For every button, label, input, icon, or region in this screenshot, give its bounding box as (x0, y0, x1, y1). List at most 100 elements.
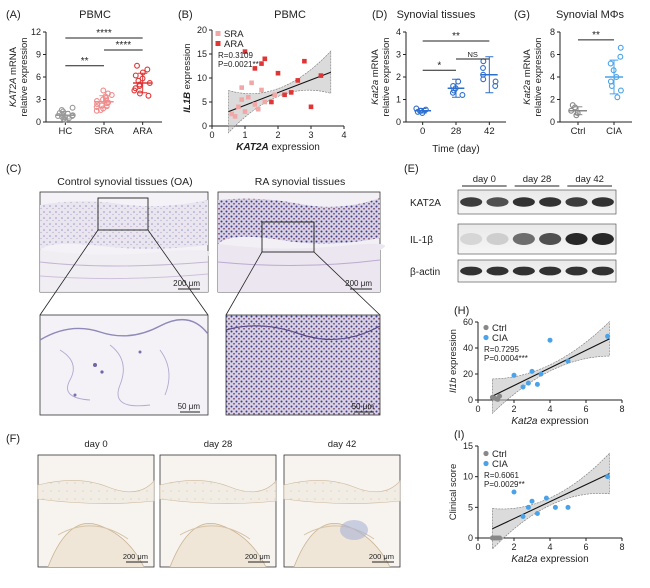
legend-label: Ctrl (492, 449, 507, 460)
y-tick-label: 6 (36, 72, 41, 82)
data-point (422, 106, 429, 113)
data-point (295, 78, 301, 83)
x-tick-label: HC (58, 126, 72, 137)
y-axis-label: Kat2a mRNA (522, 49, 533, 105)
stats-annotation: P=0.0004*** (484, 354, 528, 363)
x-tick-label: 42 (484, 126, 495, 137)
data-point (529, 498, 535, 504)
y-tick-label: 3 (396, 50, 401, 60)
data-point (246, 94, 251, 100)
blot-band (565, 233, 588, 245)
y-axis-label: Kat2a mRNA (370, 49, 381, 105)
scale-bar-label: 200 μm (173, 279, 200, 288)
day-label: day 0 (84, 439, 107, 450)
blot-protein-label: IL-1β (410, 235, 433, 246)
y-tick-label: 12 (31, 27, 41, 37)
scale-bar-label: 200 μm (123, 552, 148, 561)
data-point (565, 504, 571, 510)
legend-marker (215, 31, 221, 36)
y-axis-label: Il1b expression (448, 329, 459, 393)
x-axis-label: Kat2a expression (511, 554, 588, 565)
blot-strip (457, 223, 617, 255)
data-point (607, 60, 614, 67)
x-tick-label: 2 (511, 542, 516, 552)
legend-label: ARA (224, 39, 244, 50)
x-axis-label-rest: expression (538, 554, 589, 565)
data-point (491, 395, 497, 401)
blot-band (565, 197, 588, 207)
bone-outline (47, 523, 145, 568)
blot-band (539, 233, 562, 245)
tissue-layer (283, 480, 401, 504)
panel-b-title: PBMC (274, 9, 306, 21)
y-tick-label: 15 (197, 49, 207, 59)
y-axis-label-part: expression (182, 43, 193, 92)
tissue-layer (159, 480, 277, 504)
data-point (275, 70, 281, 76)
data-point (269, 99, 274, 105)
y-axis-label-part: Kat2a (522, 80, 533, 105)
chart-g: 0 2 4 6 8 Ctrl CIA ** Kat2a mRNA relative express… (522, 27, 632, 137)
day-label: day 28 (204, 439, 233, 450)
data-point (569, 102, 576, 109)
data-point (543, 495, 549, 501)
x-tick-label: ARA (133, 126, 153, 137)
panel-letter-d: (D) (372, 9, 387, 21)
blot-band (591, 233, 614, 245)
data-point (93, 98, 100, 104)
blot-band (539, 266, 562, 276)
data-point (69, 104, 76, 111)
data-point (534, 381, 540, 387)
scale-bar-label: 50 μm (352, 402, 375, 411)
data-point (492, 78, 499, 85)
data-point (242, 109, 248, 114)
data-point (262, 99, 268, 105)
ra-low-mag-image: 200 μm (217, 191, 385, 293)
tissue-layer (37, 480, 155, 504)
data-point (242, 49, 248, 54)
bone-outline (169, 523, 267, 568)
y-tick-label: 60 (463, 317, 473, 327)
data-point (552, 504, 558, 510)
x-tick-label: 6 (583, 404, 588, 414)
x-axis-label-gene: Kat2a (511, 554, 538, 565)
scale-bar-label: 200 μm (345, 279, 372, 288)
panel-letter-c: (C) (6, 163, 21, 175)
blot-day-label: day 0 (473, 174, 496, 185)
y-tick-label: 10 (197, 73, 207, 83)
blot-band (460, 266, 483, 276)
panel-letter-e: (E) (404, 163, 419, 175)
blot-protein-label: KAT2A (410, 198, 441, 209)
blot-band (486, 266, 509, 276)
panel-a-title: PBMC (79, 9, 111, 21)
x-tick-label: 0 (209, 130, 214, 140)
panel-g-title: Synovial MΦs (556, 9, 625, 21)
data-point (480, 76, 487, 83)
data-point (255, 106, 261, 112)
data-point (414, 108, 421, 115)
blot-band (460, 197, 483, 207)
blot-band (460, 233, 483, 245)
data-point (239, 85, 244, 90)
y-axis-label: KAT2A mRNA (8, 46, 19, 107)
significance-label: * (437, 60, 441, 71)
y-tick-label: 9 (36, 50, 41, 60)
y-tick-label: 8 (550, 27, 555, 37)
x-axis-label-gene: KAT2A (236, 142, 269, 153)
data-point (239, 97, 244, 102)
data-point (102, 97, 109, 104)
x-tick-label: 6 (583, 542, 588, 552)
data-point (525, 504, 531, 510)
panel-d-title: Synovial tissues (397, 9, 476, 21)
panel-letter-b: (B) (178, 9, 193, 21)
x-axis-label: Time (day) (432, 144, 479, 155)
y-tick-label: 2 (396, 72, 401, 82)
data-point (100, 87, 107, 94)
data-point (455, 78, 462, 85)
legend-marker (483, 334, 489, 341)
data-point (614, 94, 621, 101)
panel-letter-f: (F) (6, 433, 20, 445)
